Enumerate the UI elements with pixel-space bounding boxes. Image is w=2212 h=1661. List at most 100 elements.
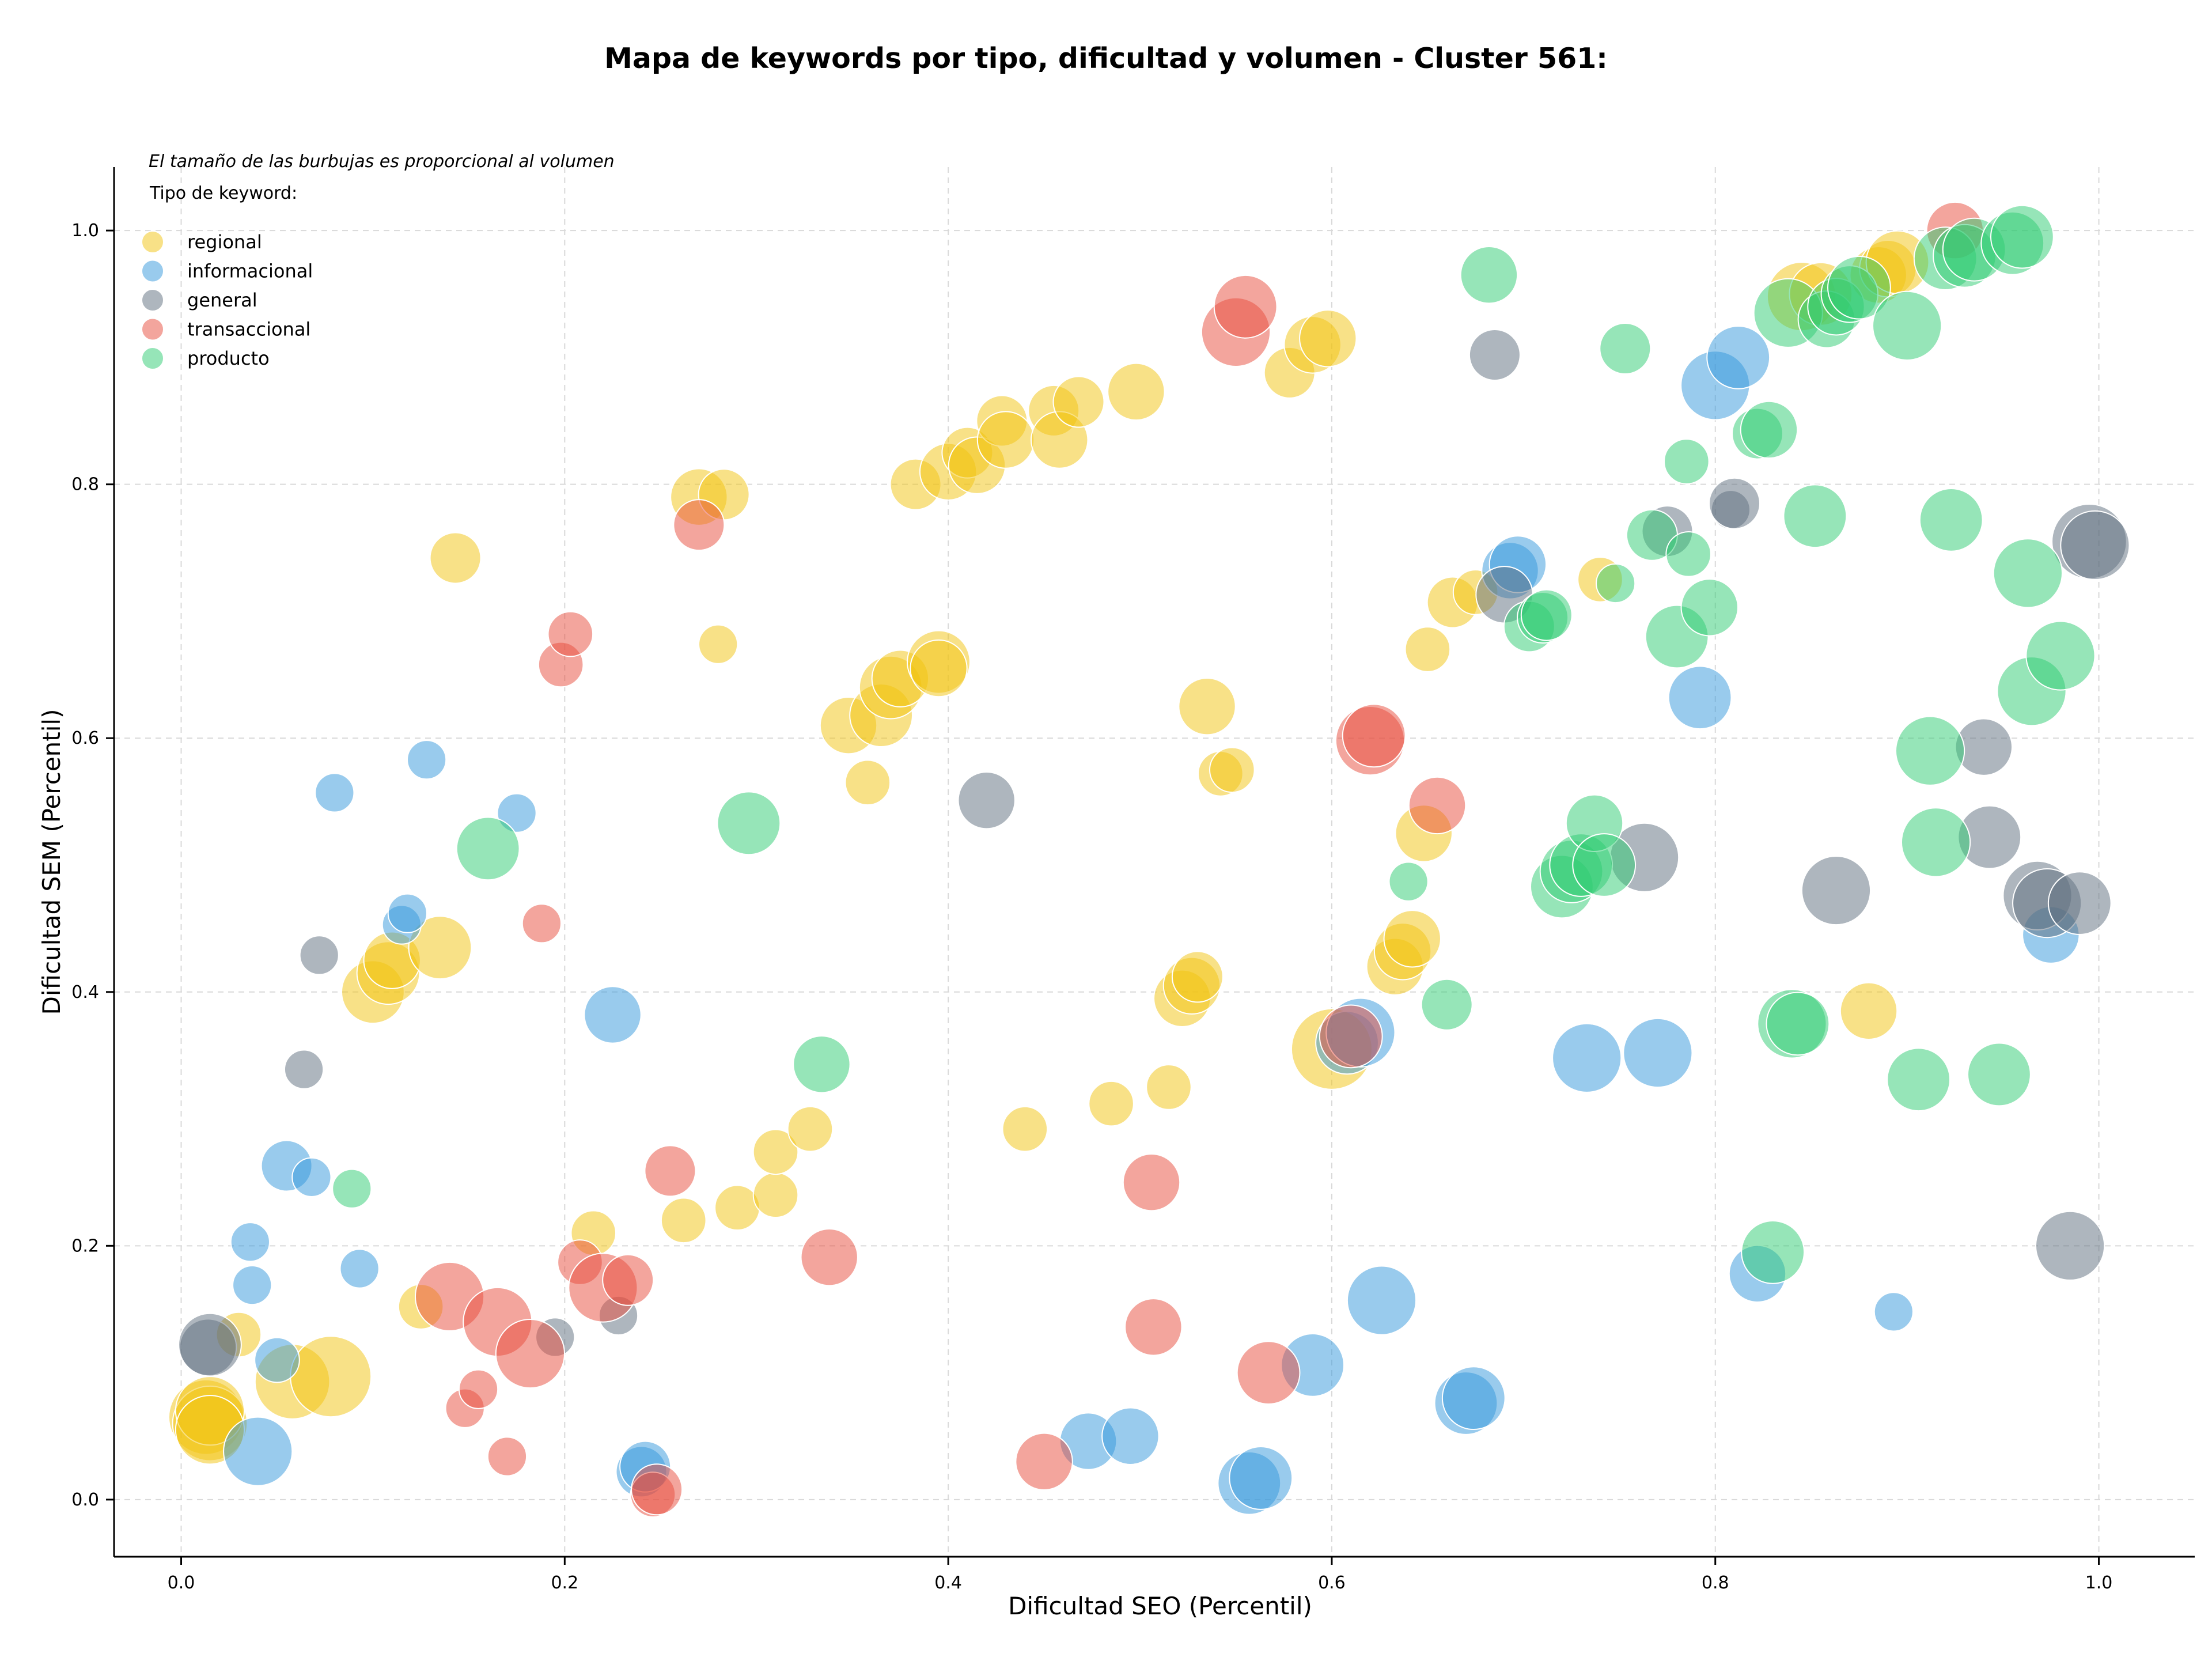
bubble-transaccional: [547, 611, 594, 657]
bubble-transaccional: [495, 1318, 566, 1389]
y-tick-label: 0.0: [71, 1490, 99, 1510]
legend-marker-producto: [141, 347, 164, 370]
bubble-transaccional: [602, 1254, 654, 1306]
legend-marker-informacional: [141, 259, 164, 283]
bubble-producto: [1990, 205, 2054, 269]
y-tick-label: 0.8: [71, 475, 99, 495]
bubble-producto: [1766, 992, 1830, 1056]
grid-layer: [114, 167, 2195, 1557]
bubble-producto: [717, 791, 781, 856]
bubble-informacional: [339, 1248, 380, 1289]
bubble-informacional: [230, 1222, 270, 1262]
bubble-regional: [910, 639, 968, 698]
bubble-transaccional: [644, 1145, 696, 1197]
bubble-producto: [1887, 1047, 1951, 1112]
x-tick-label: 0.8: [1702, 1573, 1729, 1593]
bubble-producto: [332, 1168, 372, 1209]
bubble-general: [1801, 855, 1872, 926]
bubble-regional: [976, 411, 1035, 469]
bubble-producto: [1900, 807, 1971, 877]
bubble-regional: [1107, 362, 1165, 421]
bubble-informacional: [1623, 1017, 1693, 1088]
bubble-producto: [1680, 578, 1738, 637]
x-tick-label: 1.0: [2085, 1573, 2113, 1593]
bubble-producto: [456, 816, 520, 881]
bubble-regional: [1839, 982, 1898, 1041]
y-tick-label: 0.4: [71, 982, 99, 1002]
bubble-informacional: [223, 1416, 293, 1486]
chart-title: Mapa de keywords por tipo, dificultad y …: [604, 42, 1608, 75]
bubble-transaccional: [673, 499, 725, 551]
bubble-producto: [1741, 1220, 1805, 1284]
bubble-regional: [1383, 910, 1441, 968]
bubble-transaccional: [1236, 1341, 1301, 1405]
bubble-producto: [1596, 563, 1636, 604]
y-tick-label: 0.6: [71, 728, 99, 748]
bubble-informacional: [1101, 1407, 1160, 1465]
bubble-producto: [1872, 290, 1942, 361]
legend-marker-regional: [141, 230, 164, 253]
bubble-regional: [1002, 1106, 1048, 1152]
bubble-regional: [1299, 309, 1357, 368]
bubble-transaccional: [1408, 776, 1467, 835]
legend: El tamaño de las burbujas es proporciona…: [141, 152, 615, 370]
bubble-producto: [1740, 400, 1798, 459]
legend-label-transaccional: transaccional: [187, 319, 310, 340]
legend-label-general: general: [187, 289, 257, 311]
bubble-transaccional: [1124, 1298, 1183, 1356]
bubble-regional: [1052, 376, 1105, 428]
bubble-regional: [844, 759, 891, 806]
bubble-producto: [1664, 438, 1710, 485]
bubble-informacional: [315, 773, 355, 813]
bubble-transaccional: [487, 1436, 528, 1477]
axes-layer: [113, 167, 2195, 1558]
bubble-regional: [752, 1172, 799, 1219]
bubble-informacional: [407, 740, 447, 780]
bubble-informacional: [1873, 1292, 1914, 1332]
bubble-regional: [1088, 1080, 1134, 1127]
legend-note: El tamaño de las burbujas es proporciona…: [149, 152, 615, 172]
bubble-producto: [1895, 716, 1965, 786]
series-transaccional: [414, 201, 1984, 1518]
x-tick-label: 0.2: [551, 1573, 578, 1593]
legend-marker-general: [141, 289, 164, 312]
bubble-regional: [1146, 1064, 1192, 1110]
legend-label-regional: regional: [187, 231, 262, 253]
bubble-informacional: [1668, 665, 1732, 730]
bubble-regional: [1404, 626, 1451, 672]
bubble-informacional: [1229, 1446, 1293, 1510]
bubble-transaccional: [458, 1369, 499, 1409]
bubble-regional: [787, 1106, 834, 1152]
x-tick-label: 0.0: [168, 1573, 195, 1593]
bubble-regional: [752, 1129, 799, 1175]
x-axis-label: Dificultad SEO (Percentil): [1008, 1592, 1312, 1620]
bubble-transaccional: [1213, 274, 1278, 339]
series-producto: [332, 205, 2096, 1284]
bubble-producto: [1388, 861, 1429, 902]
bubble-transaccional: [800, 1228, 858, 1287]
y-axis-label: Dificultad SEM (Percentil): [37, 709, 66, 1015]
bubble-informacional: [1346, 1265, 1417, 1335]
bubble-general: [299, 935, 339, 975]
legend-marker-transaccional: [141, 317, 164, 341]
bubble-producto: [2025, 620, 2096, 691]
legend-label-producto: producto: [187, 347, 270, 369]
bubble-general: [2060, 510, 2130, 581]
bubble-regional: [698, 624, 738, 664]
bubble-transaccional: [521, 903, 562, 944]
bubble-informacional: [1441, 1366, 1506, 1431]
bubble-informacional: [291, 1157, 332, 1197]
bubble-producto: [1665, 531, 1711, 577]
bubble-producto: [793, 1035, 851, 1094]
bubble-producto: [1783, 484, 1847, 548]
bubble-producto: [1827, 255, 1891, 320]
bubble-producto: [1919, 487, 1983, 552]
x-tick-label: 0.6: [1318, 1573, 1346, 1593]
bubble-informacional: [387, 893, 427, 933]
bubble-regional: [429, 532, 482, 584]
bubble-producto: [1967, 1042, 2031, 1107]
bubble-layer: [168, 201, 2130, 1518]
bubble-general: [2035, 1210, 2105, 1281]
